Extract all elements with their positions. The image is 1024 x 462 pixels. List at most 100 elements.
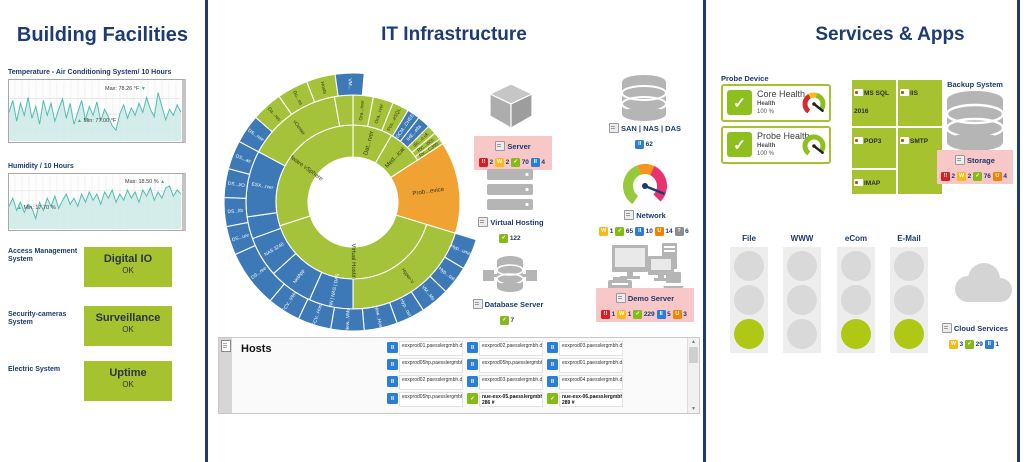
temperature-chart-title: Temperature - Air Conditioning System/ 1…: [8, 69, 172, 76]
host-item[interactable]: IIesxprod05hp.paesslergmbh.d...: [467, 358, 543, 373]
traffic-light-ecom[interactable]: eCom: [837, 234, 875, 353]
hosts-panel-icon: [221, 340, 231, 352]
badge-down: !! 1: [601, 310, 615, 319]
sunburst-chart[interactable]: Dat...rverMed...icalProb...eviceVirtual …: [222, 70, 484, 334]
traffic-light-www[interactable]: WWW: [783, 234, 821, 353]
badge-unknown: ? 6: [674, 227, 689, 236]
surveillance-status[interactable]: Surveillance OK: [84, 306, 172, 346]
device-cloud-services[interactable]: Cloud Services W 3 ✓ 29 II 1: [930, 320, 1020, 349]
host-item[interactable]: ✓nue-esx-06.paesslergmbh.de [...289 #: [547, 392, 623, 407]
status-badges: !! 2 W 2 ✓ 70 II 4: [478, 158, 547, 167]
light-middle: [787, 285, 817, 315]
scroll-down-icon[interactable]: ▼: [691, 406, 696, 412]
traffic-light-panel: [837, 247, 875, 353]
scroll-up-icon[interactable]: ▲: [691, 339, 696, 345]
temperature-max-label: Max: 78.26 °F ▼: [105, 86, 146, 92]
status-badges: W 3 ✓ 29 II 1: [930, 340, 1020, 349]
host-name: nue-esx-06.paesslergmbh.de [...289 #: [559, 392, 623, 407]
device-san-nas-das[interactable]: SAN | NAS | DAS II 62: [589, 120, 701, 149]
hosts-scrollbar[interactable]: ▲ ▼: [687, 338, 699, 413]
device-database-server[interactable]: Database Server ✓ 7: [452, 296, 564, 325]
digital-io-status[interactable]: Digital IO OK: [84, 247, 172, 287]
traffic-light-e-mail[interactable]: E-Mail: [890, 234, 928, 353]
badge-paused: II 10: [635, 227, 653, 236]
check-icon: ✓: [727, 132, 752, 157]
humidity-chart[interactable]: Max: 18.50 % ▲ ▲ Min: 17.70 %: [8, 173, 186, 231]
badge-paused: II: [387, 342, 398, 353]
probe-device-label: Probe Device: [721, 74, 769, 83]
min-marker-icon: ▲: [77, 118, 82, 124]
hosts-panel-handle[interactable]: [219, 338, 232, 413]
light-bottom: [787, 319, 817, 349]
status-badges: W 1 ✓ 65 II 10 U 14? 6: [589, 227, 701, 236]
host-name: esxprod04.paesslergmbh.de [...: [559, 375, 623, 390]
traffic-light-label: eCom: [844, 234, 868, 243]
core-health-card[interactable]: ✓ Core Health Health 100 %: [721, 84, 831, 122]
device-server[interactable]: Server !! 2 W 2 ✓ 70 II 4: [457, 136, 569, 170]
badge-up: ✓ 70: [511, 158, 529, 167]
host-name: nue-esx-05.paesslergmbh.de [...286 #: [479, 392, 543, 407]
device-virtual-hosting[interactable]: Virtual Hosting ✓ 122: [455, 214, 567, 243]
device-icon: [941, 323, 952, 333]
access-management-label: Access Management System: [8, 248, 78, 264]
traffic-light-file[interactable]: File: [730, 234, 768, 353]
sunburst-label: Ora...rver: [374, 103, 386, 125]
badge-down: !! 2: [478, 158, 493, 167]
cube-icon: [488, 83, 534, 130]
device-icon: [955, 155, 966, 165]
status-badges: !! 1 W 1 ✓ 229 II 5 U 3: [601, 310, 689, 319]
probe-health-card[interactable]: ✓ Probe Health Health 100 %: [721, 126, 831, 164]
badge-paused: II: [467, 376, 478, 387]
host-name: esxprod02.paesslergmbh.de [...: [399, 375, 463, 390]
device-demo-server[interactable]: Demo Server !! 1 W 1 ✓ 229 II 5 U 3: [585, 288, 705, 322]
badge-paused: II: [387, 393, 398, 404]
device-storage[interactable]: Storage !! 2 W 2 ✓ 76 U 4: [935, 150, 1015, 184]
status-badges: !! 2 W 2 ✓ 76 U 4: [940, 172, 1009, 181]
host-item[interactable]: IIesxprod05hp.paesslergmbh.d...: [387, 358, 463, 373]
mail-icon: [900, 137, 909, 144]
sunburst-segment[interactable]: [414, 138, 444, 161]
sunburst-label: VM...: [346, 78, 352, 89]
badge-paused: II: [547, 376, 558, 387]
badge-up: ✓ 29: [965, 340, 983, 349]
tile-label: SMTP: [910, 138, 929, 145]
temperature-min-label: ▲ Min: 77.00 °F: [77, 118, 117, 124]
badge-paused: II: [547, 359, 558, 370]
uptime-status[interactable]: Uptime OK: [84, 361, 172, 401]
hosts-panel-title: Hosts: [241, 343, 272, 355]
host-item[interactable]: ✓nue-esx-05.paesslergmbh.de [...286 #: [467, 392, 543, 407]
scroll-thumb[interactable]: [689, 347, 698, 363]
sunburst-label: DS...ure: [231, 232, 250, 243]
tile-imap[interactable]: IMAP: [852, 170, 896, 194]
device-label: Storage: [967, 155, 995, 165]
tile-iis[interactable]: IIS: [898, 80, 942, 126]
tile-pop3[interactable]: POP3: [852, 128, 896, 168]
server-rack-icon: [487, 169, 533, 210]
host-item[interactable]: IIesxprod05hp.paesslergmbh.d...: [387, 392, 463, 407]
humidity-sparkline: [9, 175, 181, 229]
tile-ms-sql[interactable]: MS SQL 2016: [852, 80, 896, 126]
tile-smtp[interactable]: SMTP: [898, 128, 942, 194]
badge-up: ✓ 122: [499, 234, 521, 243]
light-middle: [841, 285, 871, 315]
temperature-chart[interactable]: Max: 78.26 °F ▼ ▲ Min: 77.00 °F: [8, 79, 186, 143]
health-gauge-icon: [802, 134, 826, 156]
device-network[interactable]: Network W 1 ✓ 65 II 10 U 14? 6: [589, 207, 701, 236]
tile-label: IIS: [910, 90, 918, 97]
traffic-light-label: E-Mail: [897, 234, 921, 243]
sunburst-segment[interactable]: [334, 72, 365, 97]
